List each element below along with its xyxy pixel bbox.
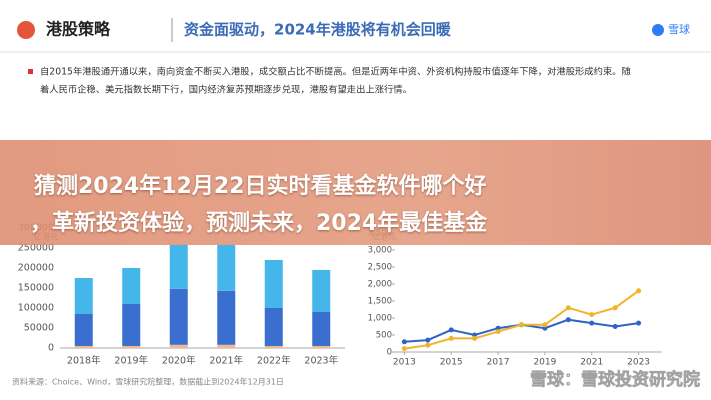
y-tick-label: 1,000 xyxy=(368,314,392,324)
x-tick-label: 2018年 xyxy=(67,355,101,367)
y-tick-label: 500 xyxy=(376,331,392,341)
bar-segment xyxy=(169,288,188,345)
y-tick-label: 2,500 xyxy=(368,263,392,273)
x-tick-label: 2021 xyxy=(580,358,603,368)
series-point xyxy=(518,322,524,328)
series-point xyxy=(636,288,642,294)
bar-segment xyxy=(122,346,141,348)
y-tick-label: 150000 xyxy=(18,283,54,294)
x-tick-label: 2019年 xyxy=(114,355,148,367)
series-point xyxy=(542,322,548,328)
bar-segment xyxy=(217,344,236,348)
bar-segment xyxy=(169,344,188,348)
right-logo: 雪球 xyxy=(668,22,690,36)
bar-segment xyxy=(122,304,141,346)
source: 资料来源：Choice、Wind，雪球研究院整理，数据截止到2024年12月31… xyxy=(12,377,284,387)
series-point xyxy=(448,335,454,341)
series-point xyxy=(495,329,501,335)
bar-segment xyxy=(264,308,283,346)
bullet-line: 自2015年港股通开通以来，南向资金不断买入港股，成交额占比不断提高。但是近两年… xyxy=(40,66,631,78)
series-point xyxy=(612,305,618,311)
x-tick-label: 2013 xyxy=(393,358,416,368)
series-point xyxy=(589,320,595,326)
series-point xyxy=(472,335,478,341)
bar-segment xyxy=(312,270,331,312)
bar-segment xyxy=(169,244,188,289)
bar-segment xyxy=(312,312,331,346)
bullet-line: 着人民币企稳、美元指数长期下行，国内经济复苏预期逐步兑现，港股有望走出上涨行情。 xyxy=(40,84,412,96)
series-point xyxy=(589,312,595,318)
y-tick-label: 50000 xyxy=(24,323,54,334)
series-point xyxy=(636,320,642,326)
bar-segment xyxy=(217,290,236,345)
x-tick-label: 2019 xyxy=(533,358,556,368)
overlay-band xyxy=(0,140,711,245)
header-title: 资金面驱动，2024年港股将有机会回暖 xyxy=(184,21,452,39)
series-point xyxy=(425,342,431,348)
bar-segment xyxy=(74,278,93,314)
x-tick-label: 2017 xyxy=(487,358,510,368)
bar-segment xyxy=(312,346,331,348)
bar-segment xyxy=(74,314,93,346)
right-logo-icon xyxy=(652,24,664,36)
bar-segment xyxy=(74,346,93,348)
bar-segment xyxy=(122,268,141,304)
y-tick-label: 250000 xyxy=(18,243,54,254)
x-tick-label: 2023年 xyxy=(304,355,338,367)
brand: 港股策略 xyxy=(46,20,111,39)
series-point xyxy=(401,339,407,345)
watermark: 雪球：雪球投资研究院 xyxy=(530,369,700,390)
y-tick-label: 2,000 xyxy=(368,280,392,290)
bar-segment xyxy=(264,346,283,348)
y-tick-label: 0 xyxy=(48,343,54,354)
series-point xyxy=(565,305,571,311)
x-tick-label: 2023 xyxy=(627,358,650,368)
bar-segment xyxy=(217,244,236,291)
y-tick-label: 3,000 xyxy=(368,246,392,256)
series-point xyxy=(448,327,454,333)
bullet-marker xyxy=(28,69,33,74)
y-tick-label: 1,500 xyxy=(368,297,392,307)
x-tick-label: 2015 xyxy=(440,358,463,368)
logo-icon xyxy=(17,21,35,39)
x-tick-label: 2022年 xyxy=(257,355,291,367)
series-line xyxy=(404,289,640,350)
y-tick-label: 0 xyxy=(387,348,392,358)
series-point xyxy=(612,324,618,329)
x-tick-label: 2020年 xyxy=(162,355,196,367)
y-tick-label: 100000 xyxy=(18,303,54,314)
series-point xyxy=(401,346,407,352)
bar-segment xyxy=(264,260,283,308)
y-tick-label: 200000 xyxy=(18,263,54,274)
series-point xyxy=(565,317,571,323)
overlay-title: 猜测2024年12月22日实时看基金软件哪个好 xyxy=(34,174,487,199)
series-point xyxy=(425,337,431,343)
overlay-title: ，革新投资体验，预测未来，2024年最佳基金 xyxy=(30,211,488,236)
x-tick-label: 2021年 xyxy=(209,355,243,367)
